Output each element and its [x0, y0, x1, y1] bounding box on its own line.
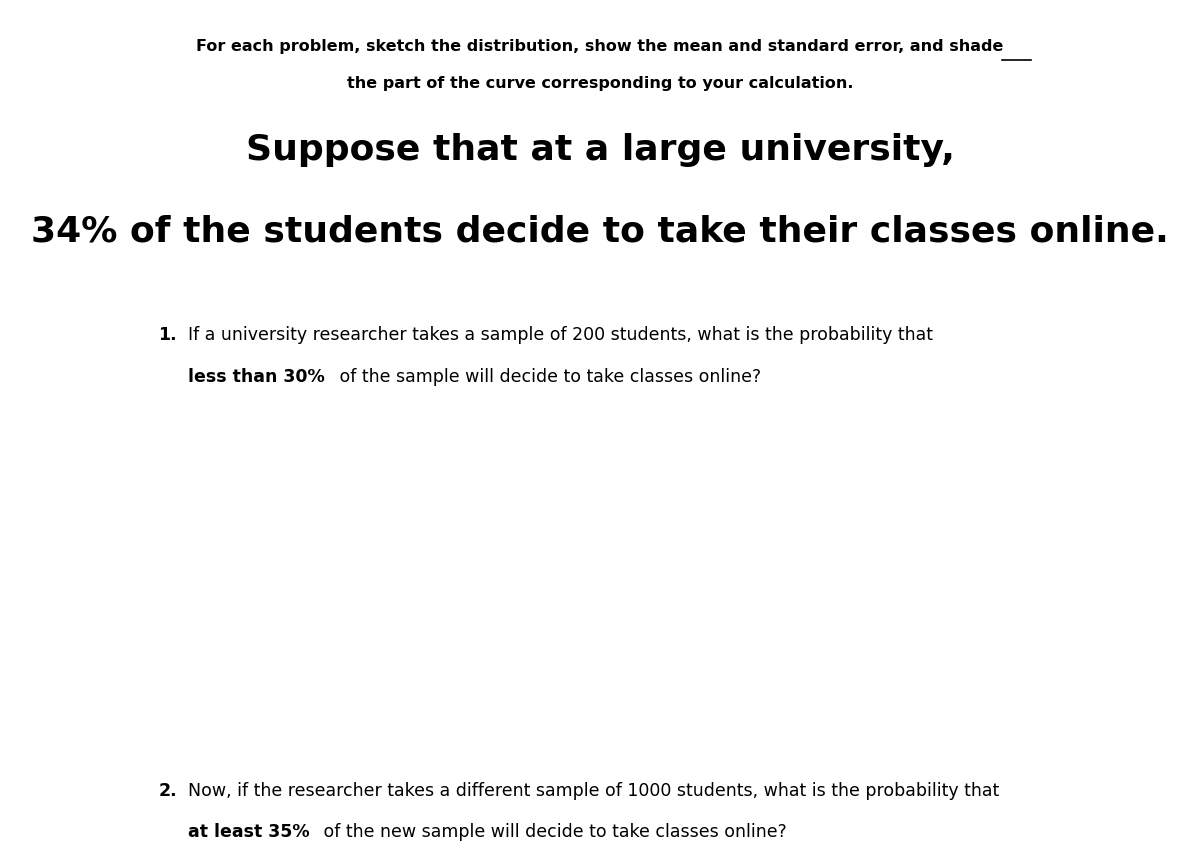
- Text: less than 30%: less than 30%: [188, 368, 325, 386]
- Text: Now, if the researcher takes a different sample of 1000 students, what is the pr: Now, if the researcher takes a different…: [188, 782, 1000, 800]
- Text: Suppose that at a large university,: Suppose that at a large university,: [246, 133, 954, 168]
- Text: 2.: 2.: [158, 782, 178, 800]
- Text: 1.: 1.: [158, 326, 178, 344]
- Text: of the new sample will decide to take classes online?: of the new sample will decide to take cl…: [318, 823, 787, 841]
- Text: the part of the curve corresponding to your calculation.: the part of the curve corresponding to y…: [347, 76, 853, 90]
- Text: For each problem, sketch the distribution, show the mean and standard error, and: For each problem, sketch the distributio…: [197, 39, 1003, 53]
- Text: at least 35%: at least 35%: [188, 823, 310, 841]
- Text: 34% of the students decide to take their classes online.: 34% of the students decide to take their…: [31, 215, 1169, 249]
- Text: If a university researcher takes a sample of 200 students, what is the probabili: If a university researcher takes a sampl…: [188, 326, 934, 344]
- Text: of the sample will decide to take classes online?: of the sample will decide to take classe…: [334, 368, 761, 386]
